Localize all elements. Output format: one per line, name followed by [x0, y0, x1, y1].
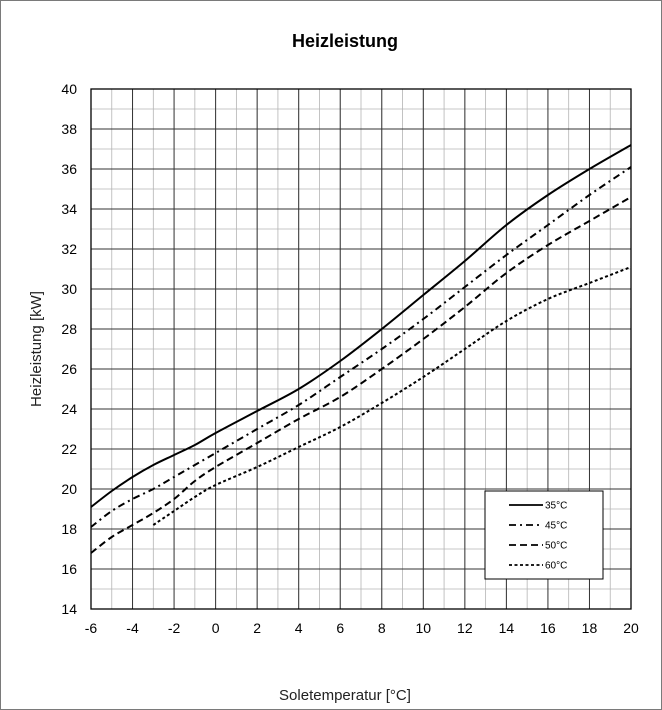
x-tick-label: 12 [457, 620, 473, 636]
x-tick-label: 16 [540, 620, 556, 636]
legend-label: 50°C [545, 541, 567, 552]
x-tick-label: 6 [336, 620, 344, 636]
y-tick-label: 20 [61, 481, 77, 497]
y-tick-label: 30 [61, 281, 77, 297]
y-tick-label: 22 [61, 441, 77, 457]
x-tick-label: 14 [499, 620, 515, 636]
y-tick-label: 14 [61, 601, 77, 617]
x-tick-label: 0 [212, 620, 220, 636]
y-tick-label: 32 [61, 241, 77, 257]
y-tick-label: 40 [61, 81, 77, 97]
plot-border [90, 88, 632, 610]
x-tick-label: 4 [295, 620, 303, 636]
x-tick-label: -4 [126, 620, 139, 636]
y-tick-label: 16 [61, 561, 77, 577]
legend-box [484, 490, 604, 580]
series-line-50°C [90, 196, 632, 554]
y-tick-label: 36 [61, 161, 77, 177]
y-tick-label: 26 [61, 361, 77, 377]
series-lines [90, 144, 632, 554]
y-tick-labels: 14 16 18 20 22 24 26 28 30 32 34 36 38 40 [61, 81, 77, 617]
legend-label: 35°C [545, 501, 567, 512]
series-line-35°C [90, 144, 632, 508]
y-tick-label: 34 [61, 201, 77, 217]
y-axis-label: Heizleistung [kW] [28, 291, 45, 407]
y-tick-label: 24 [61, 401, 77, 417]
x-tick-label: 2 [253, 620, 261, 636]
legend-label: 60°C [545, 561, 567, 572]
x-tick-labels: -6 -4 -2 0 2 4 6 8 10 12 14 16 18 20 [85, 620, 639, 636]
plot-area-border [90, 88, 632, 610]
chart-title: Heizleistung [292, 31, 398, 51]
series-line-45°C [90, 166, 632, 528]
y-tick-label: 18 [61, 521, 77, 537]
y-tick-label: 28 [61, 321, 77, 337]
x-tick-label: -2 [168, 620, 181, 636]
series-line-60°C [152, 266, 632, 526]
y-tick-label: 38 [61, 121, 77, 137]
x-tick-label: 8 [378, 620, 386, 636]
legend: 35°C 45°C 50°C 60°C [484, 490, 604, 580]
legend-label: 45°C [545, 521, 567, 532]
x-tick-label: 10 [416, 620, 432, 636]
x-tick-label: 18 [582, 620, 598, 636]
x-tick-label: 20 [623, 620, 639, 636]
x-tick-label: -6 [85, 620, 98, 636]
x-axis-label: Soletemperatur [°C] [279, 687, 411, 704]
